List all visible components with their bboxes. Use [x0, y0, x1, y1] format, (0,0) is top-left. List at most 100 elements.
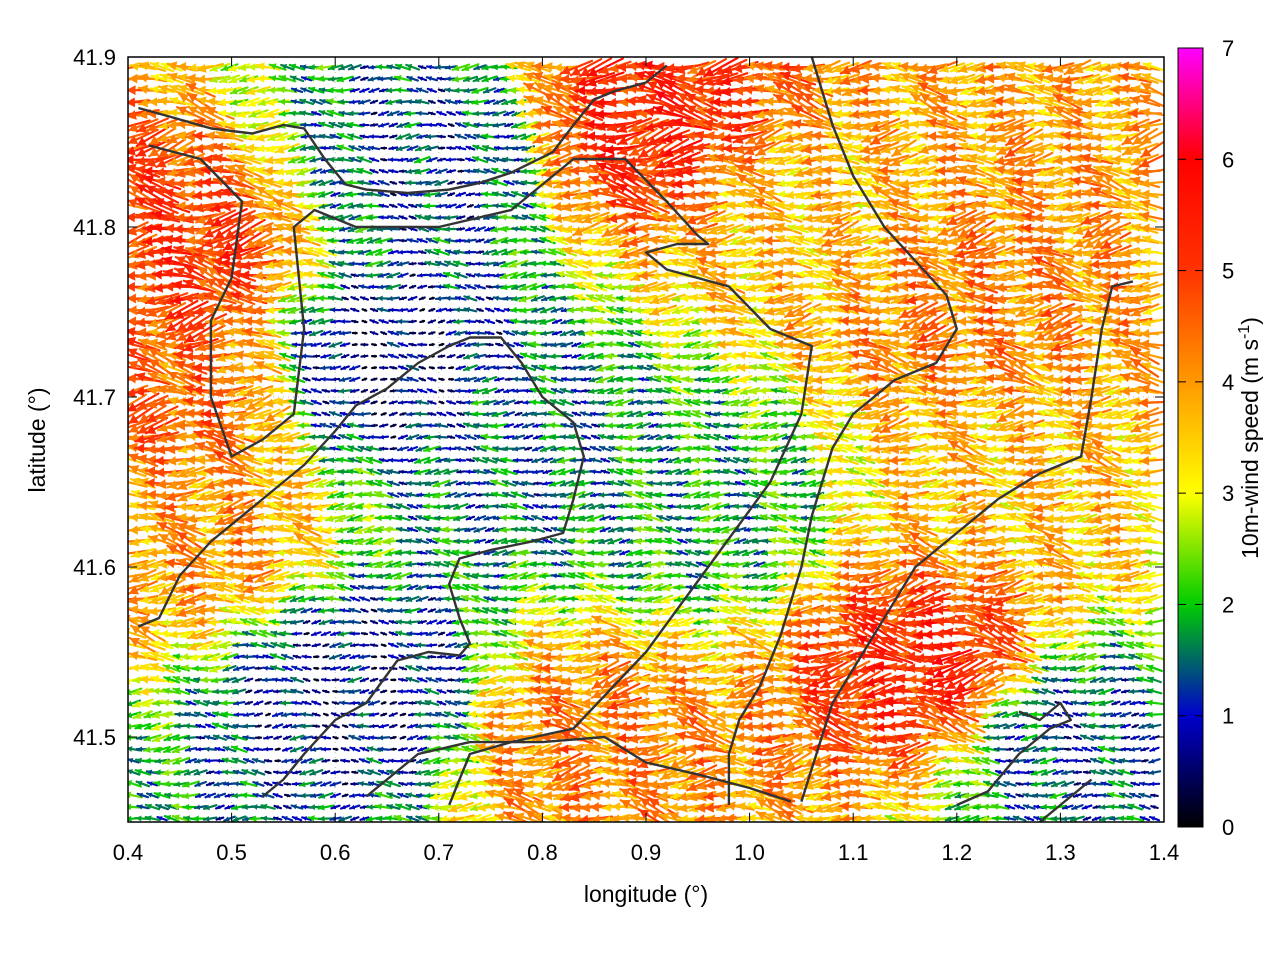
- wind-vector-head: [167, 61, 178, 71]
- wind-vector-head: [173, 758, 181, 765]
- wind-vector-head: [167, 545, 178, 555]
- wind-vector-head: [175, 420, 186, 431]
- wind-vector-head: [116, 361, 126, 371]
- wind-vector-head: [128, 414, 139, 424]
- wind-vector-head: [136, 306, 147, 317]
- wind-vector-head: [175, 256, 187, 266]
- wind-vector-head: [136, 184, 147, 194]
- wind-vector-head: [178, 492, 189, 502]
- wind-vector-head: [152, 269, 163, 280]
- wind-vector-head: [168, 157, 179, 166]
- wind-vector-head: [170, 96, 179, 105]
- wind-vector-head: [128, 402, 138, 412]
- wind-vector-head: [161, 607, 170, 616]
- wind-vector-head: [136, 735, 143, 741]
- wind-vector-head: [141, 651, 150, 660]
- wind-vector-head: [147, 792, 153, 798]
- wind-vector-head: [167, 371, 179, 381]
- wind-vector-head: [135, 434, 146, 445]
- wind-vector-head: [178, 469, 188, 479]
- wind-vector-head: [117, 98, 126, 108]
- wind-vector-head: [139, 61, 150, 71]
- wind-vector-head: [128, 270, 136, 281]
- wind-vector-head: [157, 411, 168, 421]
- wind-vector-head: [128, 293, 136, 304]
- wind-vector-head: [158, 308, 169, 318]
- wind-vector-head: [129, 650, 139, 661]
- wind-vector-head: [128, 247, 129, 249]
- wind-vector-head: [128, 198, 138, 208]
- wind-vector-head: [139, 477, 149, 487]
- wind-vector-head: [144, 247, 155, 258]
- wind-vector-head: [136, 136, 148, 146]
- wind-vector-head: [151, 629, 160, 637]
- wind-vector-head: [172, 803, 180, 811]
- wind-vector-head: [128, 595, 139, 605]
- wind-vector-head: [135, 386, 145, 397]
- wind-vector-head: [155, 467, 165, 478]
- wind-vector-head: [177, 502, 187, 512]
- wind-vector-head: [148, 348, 160, 358]
- wind-vector-head: [157, 522, 168, 532]
- wind-vector-head: [164, 281, 174, 292]
- wind-vector-head: [128, 453, 139, 463]
- wind-vector-head: [177, 106, 188, 116]
- wind-vector-head: [146, 489, 156, 500]
- wind-vector-head: [136, 147, 147, 157]
- wind-vector-head: [128, 688, 133, 696]
- wind-vector-head: [145, 478, 155, 488]
- wind-vector-head: [117, 122, 127, 132]
- wind-vector-head: [162, 245, 173, 255]
- wind-vector-head: [144, 174, 155, 185]
- wind-vector-head: [174, 781, 181, 788]
- wind-vector-head: [167, 421, 177, 432]
- wind-vector-head: [175, 267, 186, 277]
- wind-vector-head: [168, 409, 178, 418]
- wind-vector-head: [151, 675, 160, 683]
- wind-vector-head: [136, 757, 142, 764]
- wind-vector-head: [153, 257, 164, 268]
- wind-vector-head: [177, 131, 187, 142]
- wind-vector-head: [138, 338, 149, 348]
- wind-vector-head: [131, 625, 142, 635]
- wind-vector-head: [139, 413, 150, 423]
- wind-vector-head: [158, 350, 168, 360]
- wind-vector-head: [173, 653, 180, 660]
- wind-vector-head: [135, 197, 147, 207]
- wind-vector-head: [178, 445, 188, 454]
- wind-vector: [128, 393, 147, 407]
- wind-vector-head: [117, 338, 127, 348]
- wind-vector-head: [165, 177, 175, 188]
- wind-vector-head: [167, 456, 177, 466]
- wind-vector-head: [118, 154, 128, 164]
- wind-vector-head: [118, 260, 128, 270]
- wind-vector-head: [128, 388, 136, 398]
- wind-vector-head: [128, 135, 139, 145]
- wind-vector-head: [129, 605, 139, 615]
- wind-vector-head: [152, 711, 161, 719]
- wind-vector-head: [177, 522, 188, 532]
- wind-vector-head: [156, 479, 167, 489]
- wind-vector-head: [173, 734, 181, 742]
- wind-vector-head: [157, 490, 167, 501]
- wind-vector-head: [158, 319, 169, 329]
- wind-vector-head: [155, 444, 166, 455]
- wind-vector-head: [181, 642, 189, 650]
- wind-vector-head: [167, 134, 178, 144]
- wind-vector-head: [166, 331, 177, 341]
- wind-vector-head: [139, 561, 150, 571]
- wind-vector-head: [149, 147, 160, 157]
- wind-vector-head: [144, 712, 152, 719]
- wind-vector-head: [184, 734, 191, 741]
- wind-vector-head: [116, 349, 126, 358]
- wind-vector-head: [139, 512, 149, 522]
- wind-vector-head: [166, 491, 177, 502]
- wind-vector-head: [128, 780, 133, 787]
- wind-vector-head: [128, 226, 138, 236]
- wind-vector-head: [128, 220, 129, 224]
- wind-vector-head: [172, 814, 180, 822]
- wind-vector-head: [128, 337, 137, 347]
- wind-vector-head: [146, 444, 156, 455]
- wind-vector: [128, 805, 143, 809]
- wind-vector-head: [135, 156, 146, 166]
